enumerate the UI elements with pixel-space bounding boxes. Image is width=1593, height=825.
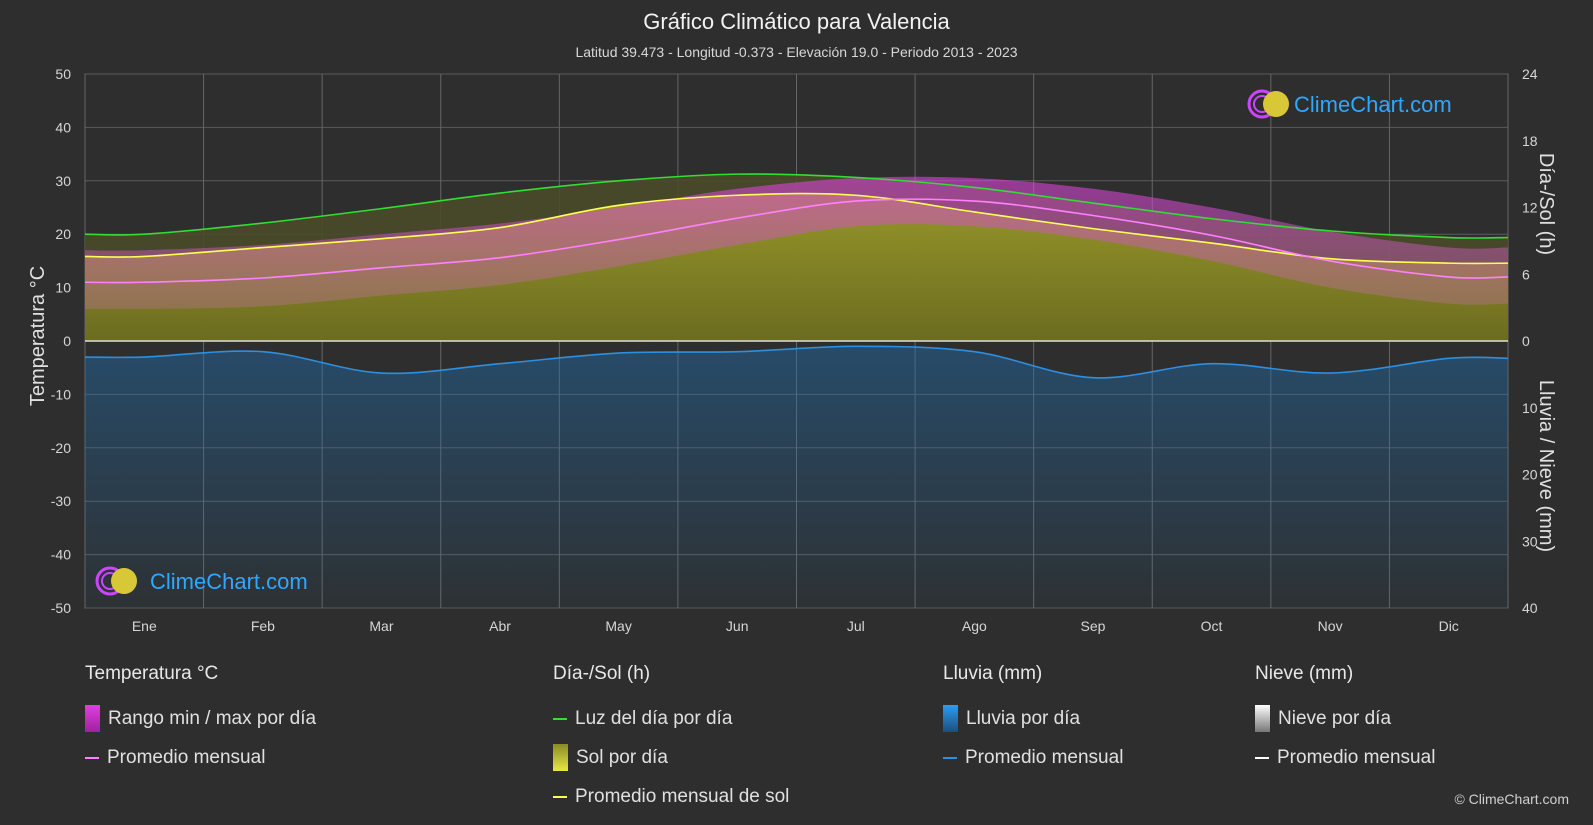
daylight-swatch (553, 717, 567, 720)
legend-label: Luz del día por día (575, 707, 733, 729)
legend-label: Promedio mensual (1277, 746, 1436, 768)
logo-bottom[interactable]: ClimeChart.com (95, 566, 308, 596)
snow-avg-swatch (1255, 756, 1269, 759)
x-tick-label: May (605, 618, 631, 634)
y-right-top-axis-title: Día-/Sol (h) (1535, 153, 1557, 255)
y-right-top-tick-label: 12 (1522, 200, 1538, 216)
rain-avg-line (84, 345, 1509, 379)
rain-area (85, 346, 1508, 608)
x-tick-label: Abr (489, 618, 511, 634)
rain-swatch (943, 705, 958, 732)
logo-sun-icon (1263, 91, 1289, 117)
sunshine-avg-swatch (553, 795, 567, 798)
y-right-bottom-tick-label: 30 (1522, 533, 1538, 549)
y-right-bottom-tick-label: 20 (1522, 467, 1538, 483)
legend-label: Promedio mensual (107, 746, 266, 768)
daylight-line (84, 173, 1509, 239)
legend-item-sunshine-avg: Promedio mensual de sol (553, 777, 789, 816)
x-tick-label: Dic (1439, 618, 1459, 634)
y-left-tick-label: 20 (55, 226, 71, 242)
y-left-tick-label: -20 (51, 440, 71, 456)
sunshine-avg-line (84, 192, 1509, 265)
x-tick-label: Jun (726, 618, 749, 634)
legend-heading-rain: Lluvia (mm) (943, 663, 1043, 684)
legend-item-daylight: Luz del día por día (553, 699, 789, 738)
y-right-bottom-tick-label: 40 (1522, 600, 1538, 616)
legend-item-snow: Nieve por día (1255, 699, 1435, 738)
copyright: © ClimeChart.com (1454, 791, 1569, 807)
y-right-top-tick-label: 18 (1522, 133, 1538, 149)
x-tick-label: Feb (251, 618, 275, 634)
data-lines (84, 173, 1509, 379)
y-left-tick-label: 30 (55, 173, 71, 189)
legend-label: Nieve por día (1278, 707, 1392, 729)
snow-swatch (1255, 705, 1270, 732)
climate-chart: 50 40 30 20 10 0 -10 -20 -30 -40 -50 24 18 12 6 0 10 20 30… (27, 66, 1557, 634)
temp-avg-line (84, 198, 1509, 284)
temp-avg-swatch (85, 756, 99, 759)
legend-label: Promedio mensual (965, 746, 1124, 768)
legend-heading-temperature: Temperatura °C (85, 663, 219, 684)
legend-snow: Nieve (mm) Nieve por día Promedio mensua… (1255, 663, 1435, 777)
logo-text: ClimeChart.com (150, 569, 308, 594)
legend-label: Promedio mensual de sol (575, 785, 790, 807)
rain-avg-swatch (943, 756, 957, 759)
legend-sun: Día-/Sol (h) Luz del día por día Sol por… (553, 663, 789, 816)
chart-title: Gráfico Climático para Valencia (643, 9, 950, 34)
y-left-tick-label: -50 (51, 600, 71, 616)
x-tick-label: Jul (847, 618, 865, 634)
chart-subtitle: Latitud 39.473 - Longitud -0.373 - Eleva… (575, 44, 1018, 60)
y-left-tick-label: -40 (51, 547, 71, 563)
legend-item-temp-range: Rango min / max por día (85, 699, 316, 738)
sunshine-area (85, 193, 1508, 341)
legend-label: Sol por día (576, 746, 668, 768)
x-tick-label: Ene (132, 618, 157, 634)
legend-temperature: Temperatura °C Rango min / max por día P… (85, 663, 316, 777)
legend-rain: Lluvia (mm) Lluvia por día Promedio mens… (943, 663, 1123, 777)
sunshine-swatch (553, 744, 568, 771)
y-left-tick-label: 0 (63, 333, 71, 349)
x-tick-label: Nov (1318, 618, 1343, 634)
y-left-axis-title: Temperatura °C (27, 266, 49, 406)
legend-item-snow-avg: Promedio mensual (1255, 738, 1435, 777)
y-right-bottom-tick-label: 10 (1522, 400, 1538, 416)
data-areas (85, 174, 1508, 608)
legend-label: Lluvia por día (966, 707, 1081, 729)
legend-item-sunshine: Sol por día (553, 738, 789, 777)
legend-heading-snow: Nieve (mm) (1255, 663, 1354, 684)
logo-text: ClimeChart.com (1294, 92, 1452, 117)
legend-item-rain-avg: Promedio mensual (943, 738, 1123, 777)
y-right-top-tick-label: 24 (1522, 66, 1538, 82)
temp-range-band (85, 176, 1508, 310)
y-left-tick-label: 40 (55, 119, 71, 135)
y-right-bottom-axis-title: Lluvia / Nieve (mm) (1535, 380, 1557, 552)
legend-item-rain: Lluvia por día (943, 699, 1123, 738)
y-left-tick-label: 50 (55, 66, 71, 82)
y-right-top-tick-label: 6 (1522, 266, 1530, 282)
temp-range-swatch (85, 705, 100, 732)
axes: 50 40 30 20 10 0 -10 -20 -30 -40 -50 24 18 12 6 0 10 20 30… (51, 66, 1538, 634)
x-tick-label: Mar (369, 618, 393, 634)
x-tick-label: Oct (1201, 618, 1223, 634)
y-left-tick-label: 10 (55, 280, 71, 296)
logo-top[interactable]: ClimeChart.com (1247, 89, 1452, 119)
y-left-tick-label: -10 (51, 386, 71, 402)
legend: Temperatura °C Rango min / max por día P… (0, 663, 1593, 807)
legend-label: Rango min / max por día (108, 707, 317, 729)
x-tick-label: Ago (962, 618, 987, 634)
logo-sun-icon (111, 568, 137, 594)
y-right-top-tick-label: 0 (1522, 333, 1530, 349)
y-left-tick-label: -30 (51, 493, 71, 509)
legend-item-temp-avg: Promedio mensual (85, 738, 316, 777)
x-tick-label: Sep (1080, 618, 1105, 634)
legend-heading-sun: Día-/Sol (h) (553, 663, 651, 684)
